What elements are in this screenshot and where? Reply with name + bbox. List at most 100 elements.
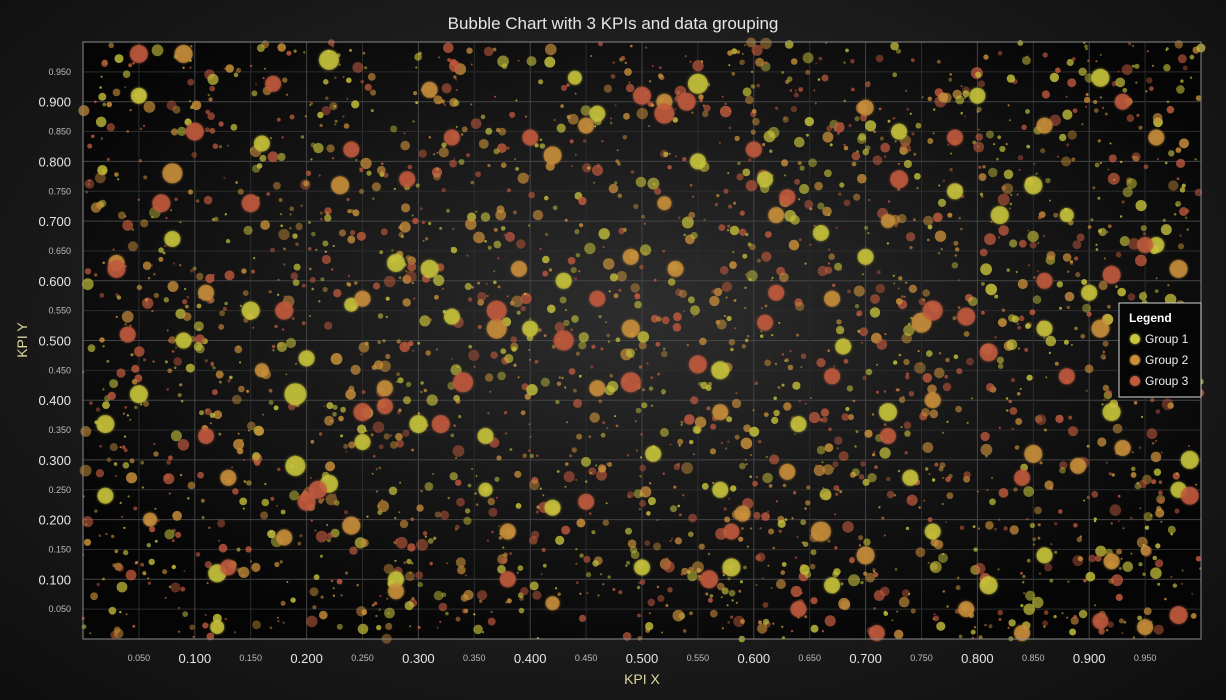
bubble-group-1[interactable] [891, 123, 908, 140]
bubble-group-1[interactable] [687, 73, 708, 94]
bubble-group-3[interactable] [152, 194, 171, 213]
bubble-group-2[interactable] [354, 290, 371, 307]
bubble-group-3[interactable] [1102, 265, 1121, 284]
bubble-group-2[interactable] [499, 523, 516, 540]
bubble-group-3[interactable] [578, 493, 595, 510]
bubble-group-1[interactable] [97, 487, 114, 504]
bubble-group-3[interactable] [275, 301, 294, 320]
bubble-group-3[interactable] [1092, 613, 1109, 630]
bubble-group-1[interactable] [298, 350, 315, 367]
legend-marker-group-3[interactable] [1130, 376, 1140, 386]
legend-label-group-2[interactable]: Group 2 [1145, 353, 1189, 367]
bubble-group-1[interactable] [711, 361, 730, 380]
bubble-group-3[interactable] [757, 314, 773, 331]
bubble-group-3[interactable] [868, 625, 885, 641]
bubble-group-2[interactable] [1137, 619, 1154, 636]
bubble-group-1[interactable] [567, 70, 582, 85]
bubble-group-1[interactable] [285, 455, 306, 476]
bubble-group-3[interactable] [119, 326, 136, 343]
bubble-group-2[interactable] [1148, 129, 1165, 146]
bubble-group-2[interactable] [376, 380, 393, 397]
bubble-group-2[interactable] [734, 505, 751, 522]
bubble-group-2[interactable] [486, 318, 507, 339]
bubble-group-1[interactable] [1059, 208, 1074, 223]
bubble-group-3[interactable] [376, 398, 393, 415]
bubble-group-1[interactable] [879, 403, 897, 422]
bubble-group-2[interactable] [856, 546, 875, 565]
bubble-group-1[interactable] [477, 428, 494, 444]
bubble-group-3[interactable] [824, 368, 841, 385]
bubble-group-3[interactable] [522, 129, 539, 146]
bubble-group-3[interactable] [768, 284, 785, 301]
legend-label-group-1[interactable]: Group 1 [1145, 332, 1189, 346]
bubble-group-3[interactable] [700, 570, 719, 589]
bubble-group-3[interactable] [779, 189, 796, 206]
bubble-group-1[interactable] [544, 499, 561, 516]
bubble-group-3[interactable] [399, 171, 416, 188]
bubble-group-2[interactable] [958, 601, 975, 618]
bubble-group-2[interactable] [881, 214, 895, 229]
legend-marker-group-2[interactable] [1130, 355, 1140, 365]
bubble-group-1[interactable] [96, 415, 115, 434]
bubble-group-2[interactable] [924, 392, 941, 409]
bubble-group-2[interactable] [143, 512, 158, 527]
bubble-group-3[interactable] [185, 122, 204, 141]
bubble-group-3[interactable] [353, 403, 372, 422]
bubble-group-1[interactable] [924, 523, 941, 540]
bubble-group-1[interactable] [589, 105, 606, 122]
bubble-group-2[interactable] [1169, 259, 1188, 278]
bubble-group-2[interactable] [162, 163, 183, 184]
bubble-group-3[interactable] [688, 355, 707, 374]
bubble-group-1[interactable] [130, 87, 147, 104]
bubble-group-3[interactable] [308, 480, 327, 499]
bubble-group-3[interactable] [431, 415, 450, 434]
bubble-group-2[interactable] [1091, 319, 1110, 338]
bubble-group-1[interactable] [712, 481, 729, 498]
bubble-group-2[interactable] [174, 44, 193, 63]
bubble-group-2[interactable] [1114, 440, 1131, 456]
bubble-group-2[interactable] [657, 196, 672, 211]
bubble-group-2[interactable] [824, 290, 841, 307]
bubble-group-2[interactable] [621, 319, 640, 338]
bubble-group-1[interactable] [1081, 284, 1098, 301]
bubble-group-1[interactable] [555, 272, 572, 289]
bubble-group-1[interactable] [902, 469, 919, 486]
bubble-group-2[interactable] [768, 207, 785, 224]
bubble-group-1[interactable] [835, 338, 852, 355]
legend-marker-group-1[interactable] [1130, 334, 1140, 344]
bubble-group-3[interactable] [453, 372, 474, 393]
bubble-group-2[interactable] [331, 176, 350, 195]
bubble-group-1[interactable] [478, 482, 493, 497]
bubble-group-2[interactable] [220, 469, 237, 486]
bubble-group-1[interactable] [645, 445, 662, 462]
bubble-group-3[interactable] [486, 300, 507, 321]
bubble-group-1[interactable] [1180, 450, 1199, 469]
bubble-group-3[interactable] [220, 559, 237, 576]
bubble-group-1[interactable] [253, 135, 270, 152]
bubble-group-1[interactable] [344, 297, 359, 312]
bubble-group-1[interactable] [522, 320, 539, 337]
bubble-group-1[interactable] [1148, 237, 1165, 253]
bubble-group-3[interactable] [1169, 606, 1188, 625]
bubble-group-1[interactable] [757, 171, 773, 188]
bubble-group-3[interactable] [633, 86, 651, 105]
bubble-group-1[interactable] [409, 415, 428, 434]
bubble-group-2[interactable] [578, 117, 595, 134]
bubble-group-2[interactable] [667, 260, 684, 277]
bubble-group-1[interactable] [241, 301, 260, 320]
bubble-group-1[interactable] [790, 416, 807, 433]
bubble-group-3[interactable] [979, 343, 998, 362]
bubble-group-1[interactable] [210, 620, 225, 635]
bubble-group-1[interactable] [812, 225, 829, 241]
bubble-group-1[interactable] [857, 248, 874, 265]
bubble-group-2[interactable] [1103, 553, 1120, 570]
bubble-group-3[interactable] [947, 129, 963, 146]
bubble-group-2[interactable] [388, 583, 404, 600]
bubble-group-3[interactable] [957, 307, 976, 326]
bubble-group-1[interactable] [388, 571, 404, 588]
bubble-group-3[interactable] [1058, 368, 1075, 385]
bubble-group-2[interactable] [1070, 457, 1086, 474]
bubble-group-2[interactable] [543, 146, 562, 165]
bubble-group-1[interactable] [979, 576, 998, 595]
bubble-group-2[interactable] [810, 521, 831, 542]
